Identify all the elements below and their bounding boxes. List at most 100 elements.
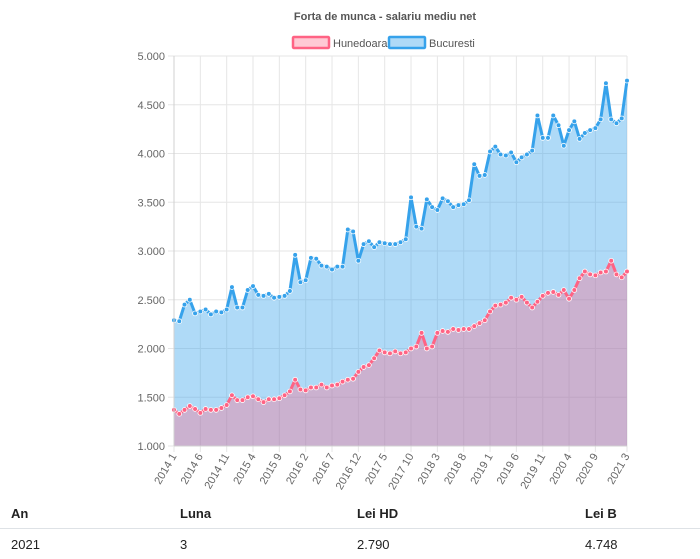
point-bucuresti[interactable] — [466, 197, 472, 204]
point-hunedoara[interactable] — [250, 393, 256, 400]
point-hunedoara[interactable] — [397, 350, 404, 357]
point-bucuresti[interactable] — [476, 173, 483, 179]
point-bucuresti[interactable] — [529, 147, 535, 154]
point-hunedoara[interactable] — [381, 349, 388, 356]
point-hunedoara[interactable] — [524, 299, 530, 306]
point-hunedoara[interactable] — [392, 348, 399, 355]
point-bucuresti[interactable] — [250, 283, 256, 289]
point-hunedoara[interactable] — [587, 271, 593, 278]
chart-points[interactable] — [171, 77, 630, 417]
point-hunedoara[interactable] — [187, 403, 193, 409]
point-hunedoara[interactable] — [566, 295, 572, 302]
point-hunedoara[interactable] — [518, 294, 525, 300]
point-hunedoara[interactable] — [508, 294, 514, 301]
point-hunedoara[interactable] — [287, 388, 293, 395]
point-bucuresti[interactable] — [524, 151, 530, 158]
point-hunedoara[interactable] — [329, 382, 335, 389]
point-bucuresti[interactable] — [287, 288, 293, 294]
point-hunedoara[interactable] — [545, 290, 551, 296]
point-bucuresti[interactable] — [455, 202, 462, 208]
point-hunedoara[interactable] — [424, 345, 430, 352]
point-bucuresti[interactable] — [318, 262, 325, 269]
point-bucuresti[interactable] — [281, 293, 288, 299]
point-hunedoara[interactable] — [487, 308, 493, 315]
point-hunedoara[interactable] — [297, 386, 304, 393]
point-hunedoara[interactable] — [418, 330, 425, 336]
point-hunedoara[interactable] — [302, 387, 309, 394]
point-hunedoara[interactable] — [439, 328, 446, 334]
point-hunedoara[interactable] — [318, 381, 325, 388]
point-hunedoara[interactable] — [434, 330, 441, 336]
point-bucuresti[interactable] — [424, 196, 430, 203]
point-bucuresti[interactable] — [587, 127, 593, 133]
point-hunedoara[interactable] — [466, 326, 472, 332]
point-hunedoara[interactable] — [360, 364, 367, 370]
point-hunedoara[interactable] — [387, 350, 393, 357]
point-bucuresti[interactable] — [260, 293, 267, 299]
point-hunedoara[interactable] — [197, 410, 204, 416]
point-hunedoara[interactable] — [455, 327, 462, 333]
point-bucuresti[interactable] — [371, 244, 377, 250]
point-hunedoara[interactable] — [503, 299, 509, 306]
point-bucuresti[interactable] — [450, 204, 456, 210]
point-bucuresti[interactable] — [487, 148, 493, 155]
point-bucuresti[interactable] — [397, 239, 404, 246]
point-bucuresti[interactable] — [192, 310, 198, 317]
point-hunedoara[interactable] — [582, 268, 588, 275]
point-hunedoara[interactable] — [176, 411, 183, 417]
point-bucuresti[interactable] — [234, 304, 241, 311]
point-hunedoara[interactable] — [539, 293, 546, 299]
point-hunedoara[interactable] — [460, 326, 467, 332]
point-hunedoara[interactable] — [376, 347, 383, 354]
point-hunedoara[interactable] — [339, 378, 346, 385]
point-bucuresti[interactable] — [566, 127, 572, 133]
point-hunedoara[interactable] — [208, 407, 214, 413]
point-hunedoara[interactable] — [492, 302, 499, 309]
point-bucuresti[interactable] — [387, 241, 393, 247]
point-bucuresti[interactable] — [603, 80, 609, 87]
point-hunedoara[interactable] — [624, 268, 630, 275]
point-bucuresti[interactable] — [176, 318, 183, 325]
point-bucuresti[interactable] — [276, 294, 283, 300]
point-hunedoara[interactable] — [476, 320, 483, 326]
point-hunedoara[interactable] — [603, 268, 609, 275]
point-bucuresti[interactable] — [366, 238, 372, 245]
point-hunedoara[interactable] — [592, 272, 599, 279]
point-bucuresti[interactable] — [618, 115, 625, 122]
point-hunedoara[interactable] — [271, 396, 277, 403]
point-bucuresti[interactable] — [608, 116, 614, 123]
point-hunedoara[interactable] — [429, 343, 435, 350]
point-bucuresti[interactable] — [460, 201, 467, 208]
point-bucuresti[interactable] — [497, 151, 504, 158]
point-bucuresti[interactable] — [503, 152, 509, 159]
point-bucuresti[interactable] — [413, 223, 420, 230]
point-bucuresti[interactable] — [492, 143, 499, 150]
point-hunedoara[interactable] — [555, 292, 562, 298]
point-bucuresti[interactable] — [360, 241, 367, 247]
legend-item-bucuresti[interactable]: Bucuresti — [387, 35, 475, 50]
point-hunedoara[interactable] — [481, 317, 488, 324]
point-bucuresti[interactable] — [624, 77, 630, 84]
point-bucuresti[interactable] — [576, 136, 583, 142]
point-hunedoara[interactable] — [181, 407, 188, 413]
point-bucuresti[interactable] — [308, 255, 314, 261]
point-hunedoara[interactable] — [313, 384, 320, 391]
point-bucuresti[interactable] — [592, 125, 599, 131]
point-bucuresti[interactable] — [218, 309, 225, 316]
point-hunedoara[interactable] — [355, 369, 362, 375]
point-bucuresti[interactable] — [582, 130, 588, 136]
point-bucuresti[interactable] — [408, 194, 414, 201]
point-hunedoara[interactable] — [308, 384, 314, 391]
point-hunedoara[interactable] — [402, 349, 409, 356]
point-hunedoara[interactable] — [213, 407, 219, 413]
point-bucuresti[interactable] — [481, 172, 488, 178]
point-hunedoara[interactable] — [202, 406, 209, 412]
point-bucuresti[interactable] — [197, 308, 204, 315]
point-hunedoara[interactable] — [613, 271, 620, 278]
point-hunedoara[interactable] — [597, 269, 604, 276]
point-hunedoara[interactable] — [497, 301, 504, 308]
point-hunedoara[interactable] — [513, 296, 520, 303]
point-hunedoara[interactable] — [276, 395, 283, 402]
point-bucuresti[interactable] — [313, 255, 320, 262]
point-bucuresti[interactable] — [345, 226, 351, 233]
